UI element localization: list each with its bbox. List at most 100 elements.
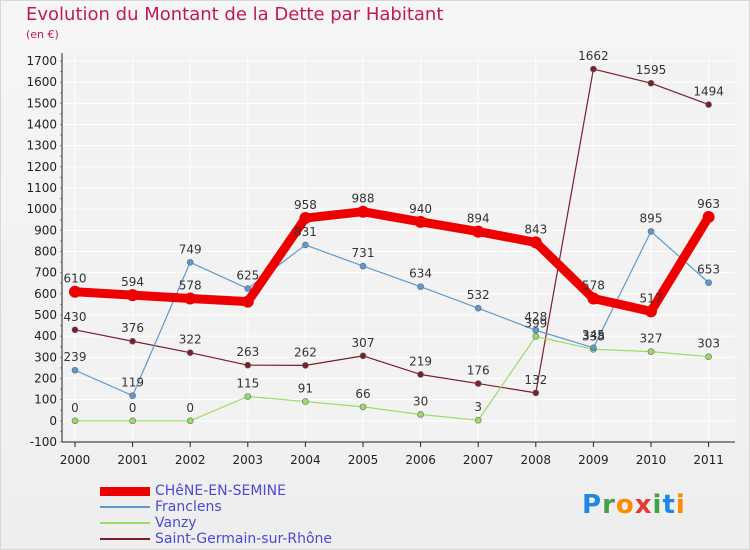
- legend-label: CHêNE-EN-SEMINE: [155, 483, 286, 499]
- data-label: 119: [121, 376, 144, 390]
- x-tick-label: 2003: [233, 453, 264, 467]
- x-tick-label: 2007: [463, 453, 494, 467]
- y-tick-label: 1100: [26, 181, 57, 195]
- x-tick-label: 2011: [693, 453, 724, 467]
- data-point: [587, 292, 600, 305]
- data-label: 322: [179, 333, 202, 347]
- data-point: [129, 392, 136, 399]
- legend-swatch: [100, 486, 150, 496]
- logo-letter: i: [675, 490, 686, 520]
- data-point: [417, 411, 424, 418]
- data-label: 66: [355, 387, 370, 401]
- logo-letter: r: [602, 490, 616, 520]
- legend-swatch: [100, 522, 150, 524]
- y-tick-label: 200: [34, 372, 57, 386]
- data-point: [302, 362, 309, 369]
- x-tick-label: 2005: [348, 453, 379, 467]
- y-tick-label: 0: [49, 414, 57, 428]
- y-tick-label: 1500: [26, 96, 57, 110]
- data-label: 0: [71, 401, 79, 415]
- data-label: 376: [121, 321, 144, 335]
- data-label: 428: [524, 310, 547, 324]
- data-point: [414, 215, 427, 228]
- data-point: [529, 236, 542, 249]
- data-point: [590, 344, 597, 352]
- data-label: 132: [524, 373, 547, 387]
- data-label: 262: [294, 345, 317, 359]
- data-label: 176: [467, 364, 490, 378]
- data-label: 988: [352, 192, 375, 206]
- data-label: 894: [467, 212, 490, 226]
- series-line: [74, 335, 710, 422]
- x-tick-label: 2008: [521, 453, 552, 467]
- data-label: 532: [467, 288, 490, 302]
- data-point: [129, 417, 136, 425]
- data-label: 958: [294, 198, 317, 212]
- data-label: 327: [640, 332, 663, 346]
- y-tick-label: 1700: [26, 54, 57, 68]
- data-point: [474, 416, 482, 424]
- data-point: [417, 371, 424, 378]
- data-label: 963: [697, 197, 720, 211]
- y-tick-label: 1200: [26, 160, 57, 174]
- data-point: [357, 205, 369, 218]
- data-label: 1494: [693, 85, 724, 99]
- data-point: [126, 289, 139, 302]
- data-point: [71, 326, 79, 334]
- x-tick-label: 2001: [117, 453, 148, 467]
- y-tick-label: 1600: [26, 75, 57, 89]
- data-point: [299, 212, 312, 225]
- legend-swatch: [100, 538, 150, 540]
- logo-letter: i: [652, 490, 663, 520]
- series-line: [74, 230, 710, 397]
- data-point: [705, 353, 712, 360]
- data-label: 634: [409, 267, 432, 281]
- data-point: [241, 295, 254, 308]
- data-point: [532, 326, 540, 334]
- data-point: [186, 258, 194, 266]
- y-tick-label: 800: [34, 245, 57, 259]
- data-label: 345: [582, 328, 605, 342]
- data-point: [702, 210, 715, 223]
- logo-letter: x: [634, 490, 653, 520]
- proxiti-logo: Proxiti: [582, 490, 686, 520]
- data-label: 239: [64, 350, 87, 364]
- data-point: [705, 101, 712, 108]
- data-point: [705, 279, 712, 286]
- data-point: [647, 228, 655, 235]
- data-point: [244, 393, 252, 400]
- data-point: [71, 366, 79, 374]
- data-point: [359, 262, 367, 270]
- data-point: [474, 304, 482, 312]
- legend-item: Vanzy: [100, 515, 340, 532]
- data-label: 430: [64, 310, 87, 324]
- data-point: [647, 79, 655, 87]
- data-point: [647, 348, 655, 355]
- legend-item: Franclens: [100, 499, 340, 516]
- data-label: 940: [409, 202, 432, 216]
- legend-label: Franclens: [155, 499, 222, 515]
- plot-area: [62, 55, 735, 442]
- data-label: 263: [236, 345, 259, 359]
- data-point: [590, 65, 597, 73]
- chart-unit: (en €): [26, 28, 59, 41]
- x-tick-label: 2010: [636, 453, 667, 467]
- data-label: 843: [524, 222, 547, 236]
- data-point: [69, 285, 81, 298]
- data-label: 594: [121, 275, 144, 289]
- data-point: [244, 361, 252, 369]
- data-point: [184, 292, 197, 305]
- y-tick-label: 700: [34, 266, 57, 280]
- data-label: 578: [582, 278, 605, 292]
- data-label: 399: [524, 316, 547, 330]
- data-point: [71, 417, 79, 425]
- data-label: 895: [640, 211, 663, 225]
- data-label: 831: [294, 225, 317, 239]
- x-tick-label: 2002: [175, 453, 206, 467]
- x-tick-label: 2000: [60, 453, 91, 467]
- x-tick-label: 2009: [578, 453, 609, 467]
- legend-label: Saint-Germain-sur-Rhône: [155, 531, 333, 547]
- data-label: 307: [352, 336, 375, 350]
- data-label: 0: [129, 401, 137, 415]
- data-label: 0: [186, 401, 194, 415]
